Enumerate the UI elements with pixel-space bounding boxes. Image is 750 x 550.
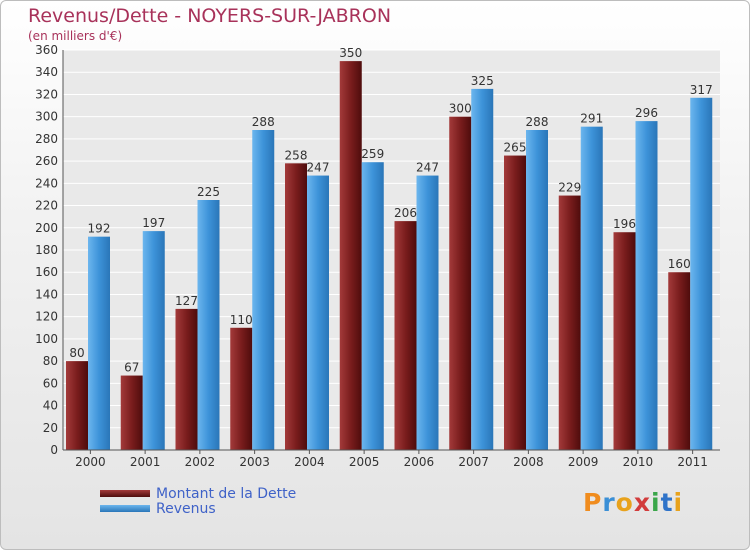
bar-revenus bbox=[307, 175, 329, 451]
data-label: 160 bbox=[668, 257, 691, 271]
chart-subtitle: (en milliers d'€) bbox=[28, 29, 123, 43]
data-label: 127 bbox=[175, 294, 198, 308]
legend-swatch-dette bbox=[100, 490, 150, 497]
x-tick-label: 2002 bbox=[185, 455, 216, 469]
data-label: 325 bbox=[471, 74, 494, 88]
data-label: 259 bbox=[361, 147, 384, 161]
legend-item-revenus: Revenus bbox=[100, 500, 296, 517]
y-tick-label: 20 bbox=[43, 421, 58, 435]
data-label: 196 bbox=[613, 217, 636, 231]
bar-dette bbox=[613, 232, 636, 450]
y-tick-label: 60 bbox=[43, 376, 58, 390]
data-label: 206 bbox=[394, 206, 417, 220]
legend: Montant de la Dette Revenus bbox=[100, 485, 297, 517]
logo-letter: P bbox=[583, 488, 603, 517]
y-tick-label: 260 bbox=[35, 154, 58, 168]
legend-item-dette: Montant de la Dette bbox=[100, 485, 297, 502]
bar-revenus bbox=[635, 121, 658, 450]
x-tick-label: 2005 bbox=[349, 455, 380, 469]
data-label: 265 bbox=[504, 141, 527, 155]
data-label: 229 bbox=[558, 181, 581, 195]
y-tick-label: 340 bbox=[35, 65, 58, 79]
bar-dette bbox=[175, 308, 198, 450]
bar-revenus bbox=[416, 175, 439, 451]
data-label: 247 bbox=[416, 161, 439, 175]
data-label: 288 bbox=[252, 115, 275, 129]
bar-revenus bbox=[690, 97, 713, 451]
y-tick-label: 300 bbox=[35, 110, 58, 124]
x-tick-label: 2004 bbox=[294, 455, 325, 469]
bar-dette bbox=[285, 163, 307, 451]
legend-label-dette: Montant de la Dette bbox=[156, 485, 297, 502]
bar-dette bbox=[668, 272, 691, 450]
data-label: 258 bbox=[285, 148, 308, 162]
x-tick-label: 2009 bbox=[568, 455, 599, 469]
y-tick-label: 200 bbox=[35, 221, 58, 235]
y-tick-label: 160 bbox=[35, 265, 58, 279]
data-label: 197 bbox=[142, 216, 165, 230]
y-tick-label: 80 bbox=[43, 354, 58, 368]
bar-revenus bbox=[197, 200, 220, 450]
data-label: 291 bbox=[580, 112, 603, 126]
x-tick-label: 2007 bbox=[458, 455, 489, 469]
bar-revenus bbox=[580, 126, 603, 451]
bar-revenus bbox=[88, 236, 110, 450]
bar-dette bbox=[230, 327, 253, 450]
data-label: 67 bbox=[124, 361, 139, 375]
y-tick-label: 220 bbox=[35, 199, 58, 213]
logo-letter: i bbox=[673, 488, 684, 517]
y-tick-label: 140 bbox=[35, 287, 58, 301]
bar-dette bbox=[120, 375, 143, 450]
logo-letter: r bbox=[602, 488, 616, 517]
bar-dette bbox=[394, 221, 417, 450]
bar-revenus bbox=[471, 88, 494, 450]
data-label: 296 bbox=[635, 106, 658, 120]
bar-dette bbox=[449, 116, 472, 451]
y-tick-label: 280 bbox=[35, 132, 58, 146]
y-tick-label: 100 bbox=[35, 332, 58, 346]
y-tick-label: 0 bbox=[50, 443, 58, 457]
x-tick-label: 2001 bbox=[130, 455, 161, 469]
data-label: 110 bbox=[230, 313, 253, 327]
bar-dette bbox=[339, 61, 362, 450]
data-label: 225 bbox=[197, 185, 220, 199]
x-tick-label: 2008 bbox=[513, 455, 544, 469]
x-tick-label: 2010 bbox=[623, 455, 654, 469]
logo-letter: x bbox=[633, 488, 651, 517]
data-label: 288 bbox=[526, 115, 549, 129]
x-tick-label: 2006 bbox=[404, 455, 435, 469]
legend-label-revenus: Revenus bbox=[156, 500, 216, 517]
y-tick-label: 40 bbox=[43, 399, 58, 413]
data-label: 317 bbox=[690, 83, 713, 97]
bar-revenus bbox=[526, 130, 548, 450]
data-label: 192 bbox=[88, 222, 111, 236]
y-tick-label: 360 bbox=[35, 43, 58, 57]
x-tick-label: 2000 bbox=[75, 455, 106, 469]
legend-swatch-revenus bbox=[100, 505, 150, 512]
data-label: 247 bbox=[307, 161, 330, 175]
x-tick-label: 2003 bbox=[239, 455, 270, 469]
proxiti-logo: Proxiti bbox=[583, 488, 683, 517]
logo-letter: t bbox=[660, 488, 674, 517]
bar-revenus bbox=[361, 162, 384, 450]
y-tick-label: 120 bbox=[35, 310, 58, 324]
x-tick-label: 2011 bbox=[677, 455, 708, 469]
y-tick-label: 180 bbox=[35, 243, 58, 257]
bar-dette bbox=[558, 195, 581, 450]
bar-dette bbox=[504, 155, 526, 451]
bar-dette bbox=[66, 361, 88, 450]
data-label: 350 bbox=[339, 46, 362, 60]
data-label: 300 bbox=[449, 102, 472, 116]
y-tick-label: 240 bbox=[35, 176, 58, 190]
data-label: 80 bbox=[69, 346, 84, 360]
bar-revenus bbox=[142, 231, 165, 450]
bar-revenus bbox=[252, 130, 275, 450]
logo-letter: i bbox=[651, 488, 661, 517]
chart-title: Revenus/Dette - NOYERS-SUR-JABRON bbox=[28, 5, 392, 27]
y-tick-label: 320 bbox=[35, 87, 58, 101]
logo-letter: o bbox=[615, 488, 634, 517]
